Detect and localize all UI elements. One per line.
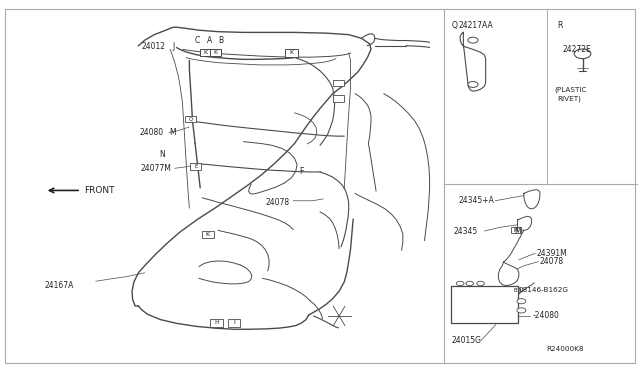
Text: N: N [159, 150, 164, 159]
Text: 24078: 24078 [540, 257, 564, 266]
Text: M: M [515, 227, 521, 235]
Circle shape [517, 308, 526, 313]
Text: 24015G: 24015G [451, 336, 481, 345]
Text: K: K [213, 50, 218, 55]
Text: 24080: 24080 [139, 128, 163, 137]
Text: B: B [218, 36, 223, 45]
Circle shape [468, 81, 478, 87]
Circle shape [456, 281, 464, 286]
Text: 08146-B162G: 08146-B162G [519, 287, 569, 293]
Text: Q: Q [452, 21, 458, 30]
Bar [333, 80, 344, 86]
Circle shape [466, 281, 474, 286]
Circle shape [468, 37, 478, 43]
Text: RIVET): RIVET) [557, 96, 581, 102]
Text: E: E [194, 164, 197, 169]
Text: 24345+A: 24345+A [459, 196, 495, 205]
Text: K: K [204, 50, 208, 55]
Bar [333, 95, 344, 102]
Text: J: J [172, 42, 175, 51]
Text: I: I [233, 321, 235, 326]
Circle shape [517, 299, 526, 304]
Text: M: M [169, 128, 175, 137]
Text: Q: Q [189, 117, 193, 122]
Text: 24272E: 24272E [562, 45, 591, 54]
Text: R24000K8: R24000K8 [546, 346, 584, 352]
Text: K: K [289, 50, 293, 55]
Text: K: K [206, 232, 210, 237]
Text: R: R [557, 21, 563, 30]
Text: A: A [207, 36, 212, 45]
Text: 24345: 24345 [454, 227, 478, 235]
Text: 24217AA: 24217AA [459, 21, 493, 30]
Text: 24012: 24012 [141, 42, 166, 51]
Bar [200, 49, 212, 56]
Bar [451, 286, 518, 323]
Bar [511, 227, 522, 233]
Text: M: M [514, 228, 518, 233]
Text: B: B [513, 288, 517, 293]
Bar [210, 49, 221, 56]
Bar [190, 163, 202, 170]
Text: 24078: 24078 [266, 198, 290, 207]
Text: 24167A: 24167A [45, 281, 74, 290]
Bar [285, 49, 298, 57]
Circle shape [477, 281, 484, 286]
Circle shape [509, 287, 521, 294]
Text: H: H [214, 321, 219, 326]
Bar [211, 319, 223, 327]
Bar [228, 319, 241, 327]
Text: FRONT: FRONT [84, 186, 115, 195]
Text: (PLASTIC: (PLASTIC [554, 87, 587, 93]
Bar [202, 231, 214, 238]
Text: -24080: -24080 [532, 311, 559, 320]
Circle shape [574, 49, 591, 59]
Text: F: F [300, 167, 304, 176]
Text: C: C [195, 36, 200, 45]
Text: 24077M: 24077M [140, 164, 171, 173]
Bar [185, 116, 196, 122]
Text: 24391M: 24391M [537, 249, 568, 258]
